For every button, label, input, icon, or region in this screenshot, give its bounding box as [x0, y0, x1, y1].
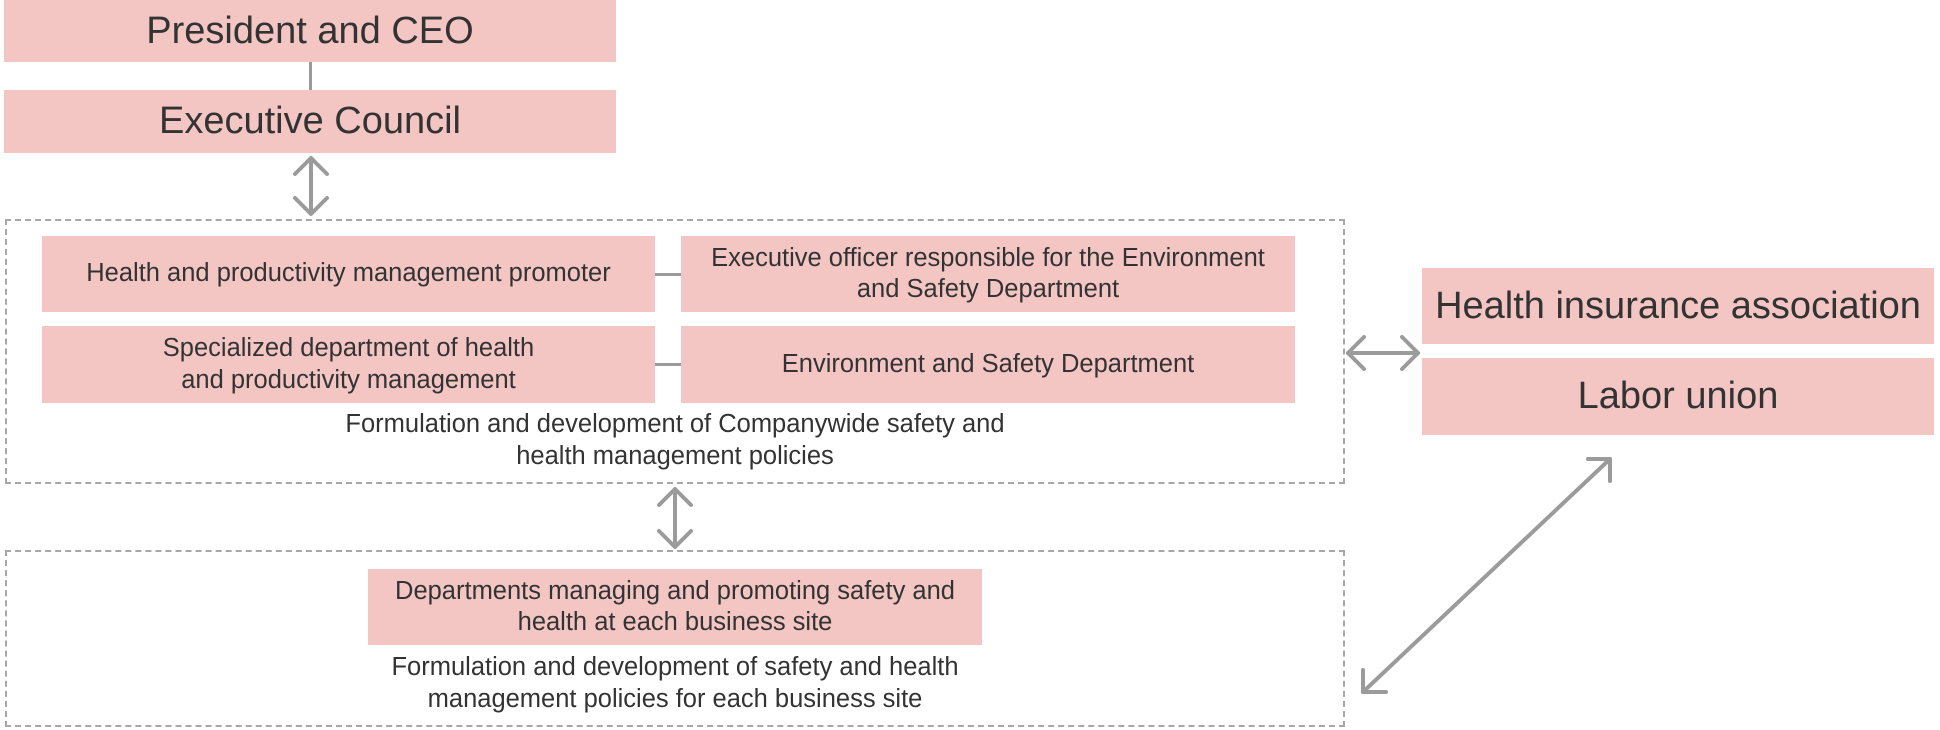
env-safety-dept-label: Environment and Safety Department	[781, 349, 1195, 378]
health-insurance-box: Health insurance association	[1422, 268, 1934, 344]
promoter-label: Health and productivity management promo…	[86, 259, 611, 288]
health-insurance-label: Health insurance association	[1435, 284, 1921, 327]
specialized-dept-label: Specialized department of health and pro…	[162, 334, 535, 394]
business-site-frame	[5, 550, 1345, 727]
labor-union-box: Labor union	[1422, 358, 1934, 435]
executive-council-box: Executive Council	[4, 90, 616, 153]
departments-box: Departments managing and promoting safet…	[368, 569, 982, 645]
president-council-connector	[309, 62, 312, 90]
site-laborunion-arrow	[1361, 457, 1612, 694]
companywide-external-arrow	[1346, 335, 1420, 371]
specialized-env-connector	[655, 363, 681, 366]
council-companywide-arrow	[293, 156, 329, 216]
companywide-frame	[5, 219, 1345, 484]
env-safety-dept-box: Environment and Safety Department	[681, 326, 1295, 403]
executive-council-label: Executive Council	[158, 100, 462, 143]
companywide-site-arrow	[657, 487, 693, 549]
promoter-box: Health and productivity management promo…	[42, 236, 655, 312]
president-ceo-box: President and CEO	[4, 0, 616, 62]
president-ceo-label: President and CEO	[146, 9, 474, 52]
departments-label: Departments managing and promoting safet…	[395, 576, 955, 636]
companywide-caption: Formulation and development of Companywi…	[345, 410, 1005, 470]
executive-officer-label: Executive officer responsible for the En…	[711, 243, 1265, 303]
specialized-dept-box: Specialized department of health and pro…	[42, 326, 655, 403]
executive-officer-box: Executive officer responsible for the En…	[681, 236, 1295, 312]
business-site-caption: Formulation and development of safety an…	[391, 653, 959, 713]
labor-union-label: Labor union	[1577, 375, 1779, 418]
promoter-officer-connector	[655, 273, 681, 276]
